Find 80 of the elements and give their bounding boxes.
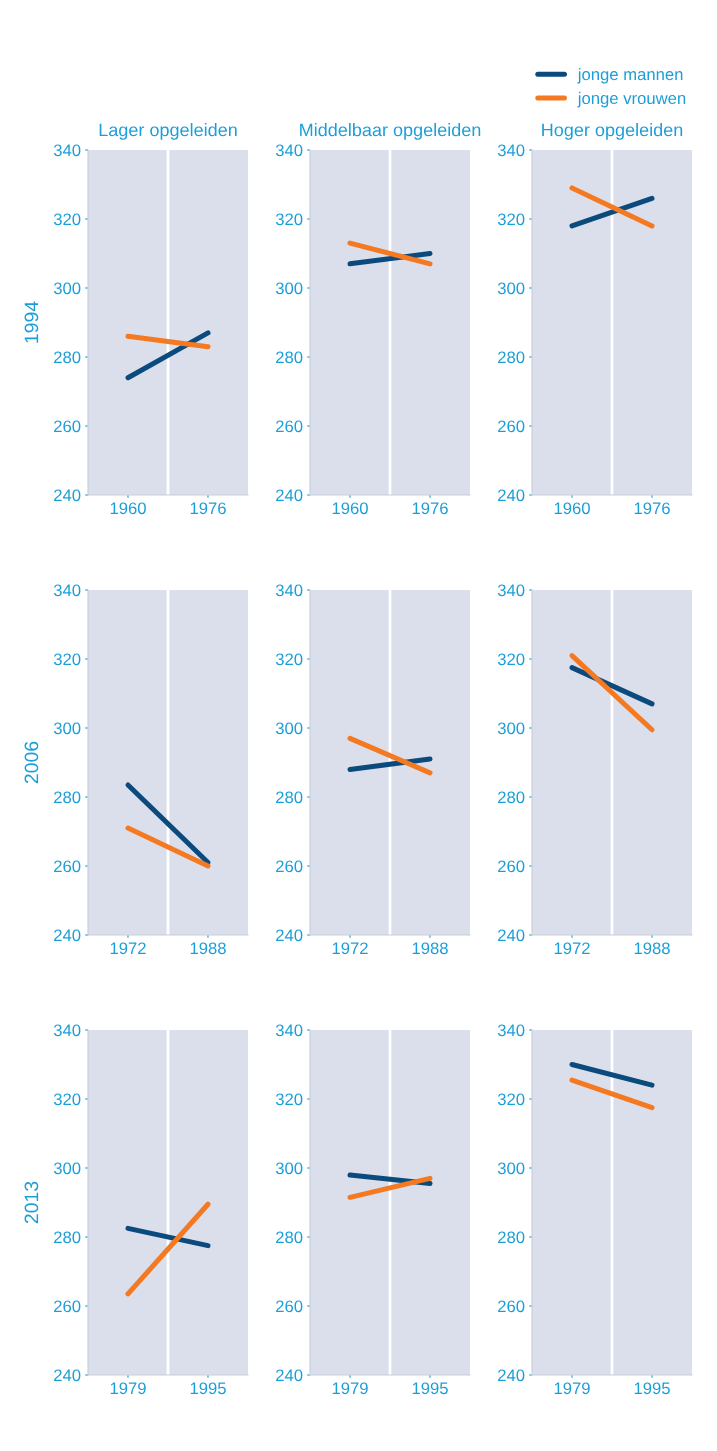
x-tick-label: 1988 [412,942,448,955]
y-tick-label: 320 [275,213,303,226]
y-tick-label: 320 [497,213,525,226]
y-tick-label: 260 [276,1300,303,1313]
x-tick-label: 1979 [110,1382,146,1395]
x-tick-label: 1960 [332,502,368,515]
y-tick-label: 340 [53,1024,81,1037]
x-tick-label: 1972 [110,942,146,955]
x-tick-label: 1995 [412,1382,448,1395]
y-tick-label: 260 [54,1300,81,1313]
y-tick-label: 300 [275,1162,303,1175]
x-tick-label: 1960 [554,502,590,515]
y-tick-label: 320 [275,653,303,666]
y-tick-label: 300 [53,722,81,735]
y-tick-label: 300 [497,1162,525,1175]
x-tick-label: 1976 [190,502,226,515]
y-tick-label: 240 [498,1369,525,1382]
y-tick-label: 300 [275,722,303,735]
y-tick-label: 240 [54,1369,81,1382]
y-tick-label: 320 [497,653,525,666]
y-tick-label: 280 [54,1231,81,1244]
y-tick-label: 240 [54,929,81,942]
legend-label: jonge vrouwen [577,91,686,108]
y-tick-label: 340 [275,1024,303,1037]
y-tick-label: 320 [53,1093,81,1106]
y-tick-label: 260 [498,1300,525,1313]
y-tick-label: 260 [498,420,525,433]
y-axis-title: 2013 [24,1181,39,1224]
y-axis-title: 1994 [24,301,39,343]
x-tick-label: 1988 [190,942,226,955]
chart-title: Lager opgeleiden [99,123,237,140]
y-tick-label: 340 [275,144,303,157]
y-tick-label: 300 [497,282,525,295]
legend-label: jonge mannen [577,67,683,84]
y-tick-label: 280 [498,351,525,364]
y-tick-label: 340 [53,584,81,597]
x-tick-label: 1979 [554,1382,590,1395]
y-tick-label: 260 [498,860,525,873]
y-tick-label: 280 [498,791,525,804]
chart-title: Middelbaar opgeleiden [300,123,481,140]
y-tick-label: 320 [53,653,81,666]
y-tick-label: 300 [497,722,525,735]
x-tick-label: 1960 [110,502,146,515]
y-tick-label: 280 [498,1231,525,1244]
y-tick-label: 320 [275,1093,303,1106]
y-tick-label: 280 [54,351,81,364]
x-tick-label: 1976 [634,502,670,515]
y-tick-label: 260 [276,420,303,433]
y-tick-label: 240 [498,929,525,942]
y-tick-label: 340 [497,144,525,157]
y-tick-label: 240 [276,489,303,502]
y-tick-label: 300 [53,282,81,295]
x-tick-label: 1972 [554,942,590,955]
y-tick-label: 280 [276,1231,303,1244]
y-tick-label: 300 [275,282,303,295]
y-tick-label: 320 [53,213,81,226]
x-tick-label: 1972 [332,942,368,955]
y-tick-label: 260 [54,420,81,433]
y-tick-label: 320 [497,1093,525,1106]
chart-title: Hoger opgeleiden [542,123,683,140]
y-tick-label: 240 [276,929,303,942]
y-tick-label: 260 [54,860,81,873]
x-tick-label: 1995 [634,1382,670,1395]
y-tick-label: 300 [53,1162,81,1175]
y-tick-label: 240 [498,489,525,502]
y-tick-label: 280 [276,791,303,804]
y-tick-label: 240 [54,489,81,502]
y-tick-label: 340 [497,1024,525,1037]
y-axis-title: 2006 [24,741,39,784]
y-tick-label: 280 [276,351,303,364]
x-tick-label: 1988 [634,942,670,955]
y-tick-label: 240 [276,1369,303,1382]
y-tick-label: 260 [276,860,303,873]
y-tick-label: 340 [275,584,303,597]
y-tick-label: 280 [54,791,81,804]
x-tick-label: 1976 [412,502,448,515]
x-tick-label: 1995 [190,1382,226,1395]
x-tick-label: 1979 [332,1382,368,1395]
y-tick-label: 340 [53,144,81,157]
y-tick-label: 340 [497,584,525,597]
